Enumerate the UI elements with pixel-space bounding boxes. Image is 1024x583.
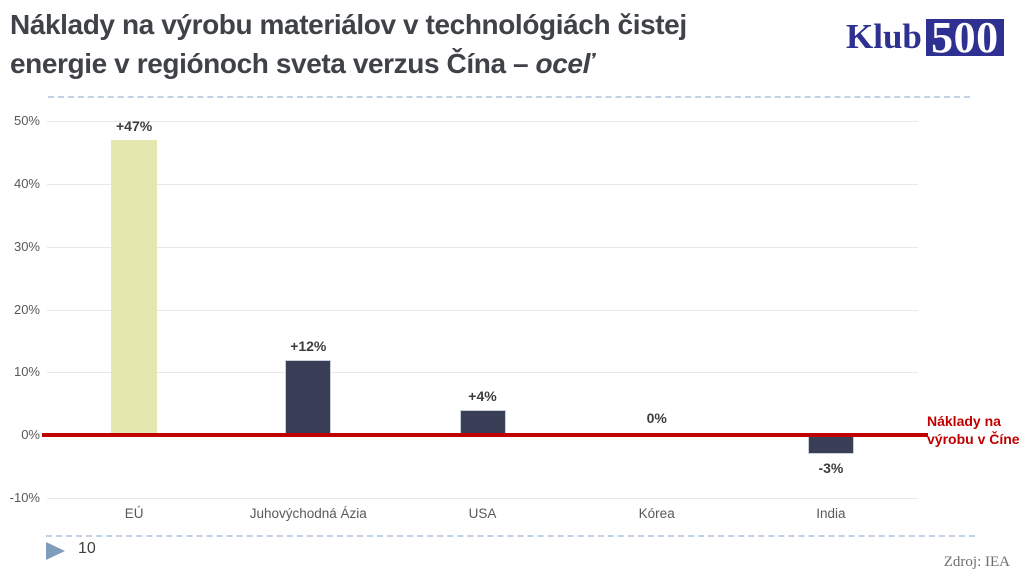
slide-number: 10 (78, 540, 96, 557)
y-axis-tick-0%: 0% (21, 427, 40, 443)
value-label-Kórea: 0% (646, 410, 667, 427)
bar-India (807, 435, 854, 454)
china-baseline-line (42, 433, 928, 438)
plot-area: +47% EÚ +12% Juhovýchodná Ázia +4% USA 0% Kórea… (42, 117, 928, 521)
klub500-logo: Klub 500 (846, 17, 1004, 57)
logo-word: Klub (846, 17, 922, 56)
gridline-50% (47, 121, 918, 122)
gridline-40% (47, 183, 918, 185)
y-axis-tick-10%: 10% (13, 364, 40, 380)
title-line-2-text: energie v regiónoch sveta verzus Čína – (10, 48, 536, 79)
x-axis-label-Kórea: Kórea (638, 506, 675, 521)
logo-number-box: 500 (925, 18, 1004, 56)
value-label-Juhovýchodná Ázia: +12% (290, 337, 327, 354)
china-baseline-label-line-1: Náklady na (927, 413, 1001, 429)
x-axis-label-India: India (816, 506, 846, 521)
title-line-1: Náklady na výrobu materiálov v technológ… (10, 9, 687, 40)
y-axis-tick--10%: -10% (9, 490, 40, 505)
china-baseline-label: Náklady na výrobu v Číne (927, 413, 1023, 448)
title-emphasis: oceľ (535, 48, 594, 79)
gridline--10% (47, 498, 918, 499)
value-label-EÚ: +47% (115, 117, 153, 134)
bar-EÚ (111, 139, 158, 436)
gridline-30% (47, 246, 918, 248)
y-axis-tick-20%: 20% (13, 301, 40, 317)
bar-USA (459, 410, 506, 436)
gridline-20% (47, 309, 918, 311)
y-axis-tick-30%: 30% (13, 238, 40, 254)
value-label-India: -3% (818, 460, 844, 477)
bar-Juhovýchodná Ázia (285, 359, 332, 436)
top-dashed-divider (48, 96, 970, 98)
gridline-10% (47, 372, 918, 374)
china-baseline-label-line-2: výrobu v Číne (927, 430, 1020, 447)
slide-marker-icon (46, 542, 65, 560)
y-axis-tick-40%: 40% (13, 175, 40, 191)
x-axis-label-EÚ: EÚ (124, 506, 144, 521)
value-label-USA: +4% (468, 388, 497, 405)
x-axis-label-USA: USA (468, 506, 497, 521)
source-label: Zdroj: IEA (943, 554, 1010, 570)
y-axis-tick-50%: 50% (13, 113, 40, 128)
title-line-2: energie v regiónoch sveta verzus Čína – … (10, 44, 687, 83)
x-axis-label-Juhovýchodná Ázia: Juhovýchodná Ázia (249, 506, 367, 521)
bottom-dashed-divider (46, 535, 975, 537)
slide-title: Náklady na výrobu materiálov v technológ… (10, 5, 687, 83)
